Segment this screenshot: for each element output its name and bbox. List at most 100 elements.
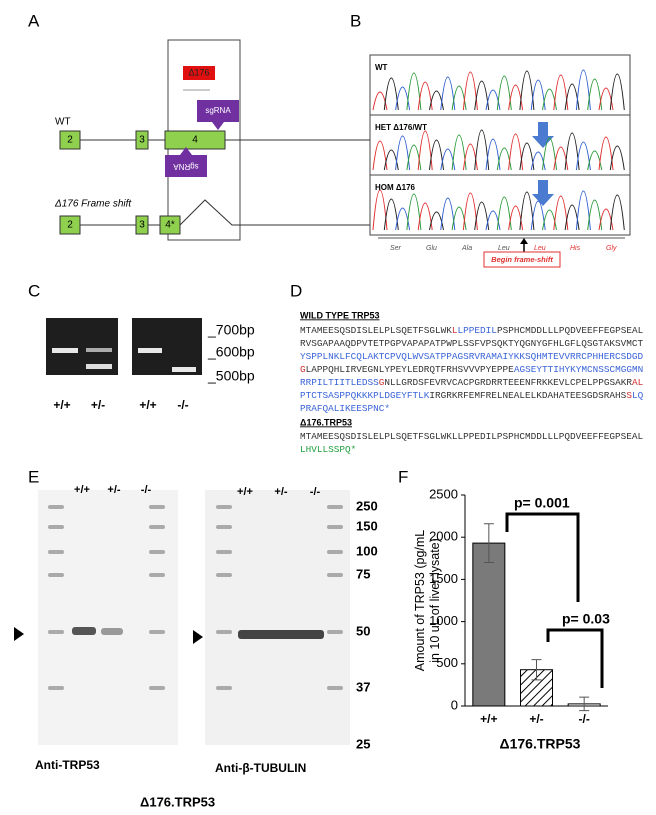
panel-c-gels (46, 318, 202, 375)
marker-label: 150 (356, 518, 378, 533)
sequence-segment: RRPILTIITLEDSS (300, 377, 379, 388)
trace-peak (451, 85, 467, 111)
trace-peak (429, 139, 444, 171)
panel-label: D (290, 281, 302, 300)
trace-peak (440, 148, 456, 171)
trace-peak (508, 133, 524, 171)
trace-peak (519, 70, 535, 111)
trace-peak (395, 135, 411, 171)
sequence-segment: MTAMEESQSDISLELPLSQETFSGLWK (300, 325, 452, 336)
trace-peak (609, 194, 625, 231)
row-label: WT (375, 63, 388, 72)
sequence-segment: LHVLLSSPQ* (300, 444, 356, 455)
sequence-segment: PRAFQALIKEESPNC* (300, 403, 390, 414)
marker-label: 250 (356, 498, 378, 513)
trace-peak (598, 208, 614, 231)
trace-peak (508, 84, 524, 111)
trace-peak (383, 149, 399, 171)
panel-label: E (28, 467, 39, 486)
lane-label: +/+ (139, 398, 156, 412)
amino-acid: Leu (498, 245, 510, 252)
marker-label: 100 (356, 543, 378, 558)
trace-peak (564, 83, 580, 111)
sequence-line: RVSGAPAAQDPVTETPGPVAPAPATPWPLSSFVPSQKTYQ… (300, 338, 644, 349)
trace-peak (372, 91, 388, 111)
sequence-segment: L (452, 325, 458, 336)
ladder-band (149, 525, 165, 529)
exon-label: 3 (139, 135, 145, 146)
trace-peak (395, 86, 411, 111)
trace-peak (609, 145, 625, 171)
blot-caption: Anti-TRP53 (35, 758, 100, 772)
ladder-band (48, 505, 64, 509)
trace-peak (575, 190, 591, 231)
trace-peak (417, 81, 433, 111)
trace-peak (485, 210, 501, 231)
ladder-band (149, 550, 165, 554)
trace-peak (462, 71, 478, 111)
amino-acid: Gly (606, 245, 617, 252)
panel-a-diagram (59, 39, 370, 241)
trace-peak (530, 200, 546, 231)
panel-f-brackets (505, 512, 604, 688)
trace-peak (372, 140, 388, 171)
trace-peak (429, 211, 444, 231)
sequence-line: RRPILTIITLEDSSGNLLGRDSFEVRVCACPGRDRRTEEE… (300, 377, 644, 388)
y-tick-label: 2000 (429, 529, 458, 544)
ladder-band (48, 686, 64, 690)
marker-label: 50 (356, 623, 370, 638)
annotation: p= 0.001 (514, 495, 570, 511)
exon-label: 2 (67, 135, 73, 146)
ladder-band (149, 573, 165, 577)
trace-peak (609, 73, 625, 111)
trace-peak (496, 147, 512, 171)
frameshift-note: Begin frame-shift (491, 255, 553, 264)
trace-peak (598, 136, 614, 171)
sequence-segment: LAPPQHLIRVEGNLYPEYLEDRQTFRHSVVVPYEPPE (306, 364, 515, 375)
y-tick-label: 0 (451, 697, 458, 712)
trace-peak (519, 142, 535, 171)
sequence-segment: MTAMEESQSDISLELPLSQETFSGLWKLLPPEDILPSPHC… (300, 431, 644, 442)
sequence-segment: S (626, 390, 632, 401)
deletion-label: Δ176 (188, 67, 209, 77)
trace-peak (462, 192, 478, 231)
row-label: HOM Δ176 (375, 183, 416, 192)
trace-peak (429, 90, 444, 111)
ladder-band (216, 550, 232, 554)
trace-peak (383, 198, 399, 231)
trace-peak (485, 138, 501, 171)
lane-label: +/- (107, 484, 120, 496)
y-tick-label: 2500 (429, 486, 458, 501)
ladder-band (48, 550, 64, 554)
size-label: _700bp (207, 322, 255, 338)
ladder-band (327, 505, 343, 509)
trace-peak (508, 205, 524, 231)
frameshift-label: Δ176 Frame shift (54, 199, 132, 210)
lane-label: +/+ (74, 484, 90, 496)
trace-peak (542, 137, 557, 171)
trace-peak (451, 134, 467, 171)
trace-peak (474, 201, 490, 231)
y-axis-label: Amount of TRP53 (pg/mLin 10 uL of liver … (413, 530, 442, 672)
trace-peak (530, 151, 546, 171)
annotation: p= 0.03 (562, 611, 610, 627)
trace-peak (406, 193, 422, 231)
panel-label: B (350, 11, 361, 30)
sequence-segment: G (379, 377, 385, 388)
trace-peak (575, 141, 591, 171)
lane-label: +/- (274, 486, 287, 498)
error-bar (579, 696, 590, 712)
trace-peak (462, 143, 478, 171)
y-label-line: Amount of TRP53 (pg/mL (413, 530, 427, 672)
genotype-label: Δ176.TRP53 (140, 794, 215, 809)
sequence-segment: NLLGRDSFEVRVCACPGRDRRTEEENFRKKEVLCPELPPG… (384, 377, 632, 388)
trace-peak (406, 144, 422, 171)
trace-peak (542, 88, 557, 111)
trace-peak (496, 75, 512, 111)
wt-label: WT (55, 117, 71, 128)
lane-label: +/+ (237, 486, 253, 498)
trace-peak (553, 74, 569, 111)
lane-label: -/- (141, 484, 152, 496)
marker-label: 37 (356, 679, 370, 694)
y-tick-label: 1500 (429, 571, 458, 586)
